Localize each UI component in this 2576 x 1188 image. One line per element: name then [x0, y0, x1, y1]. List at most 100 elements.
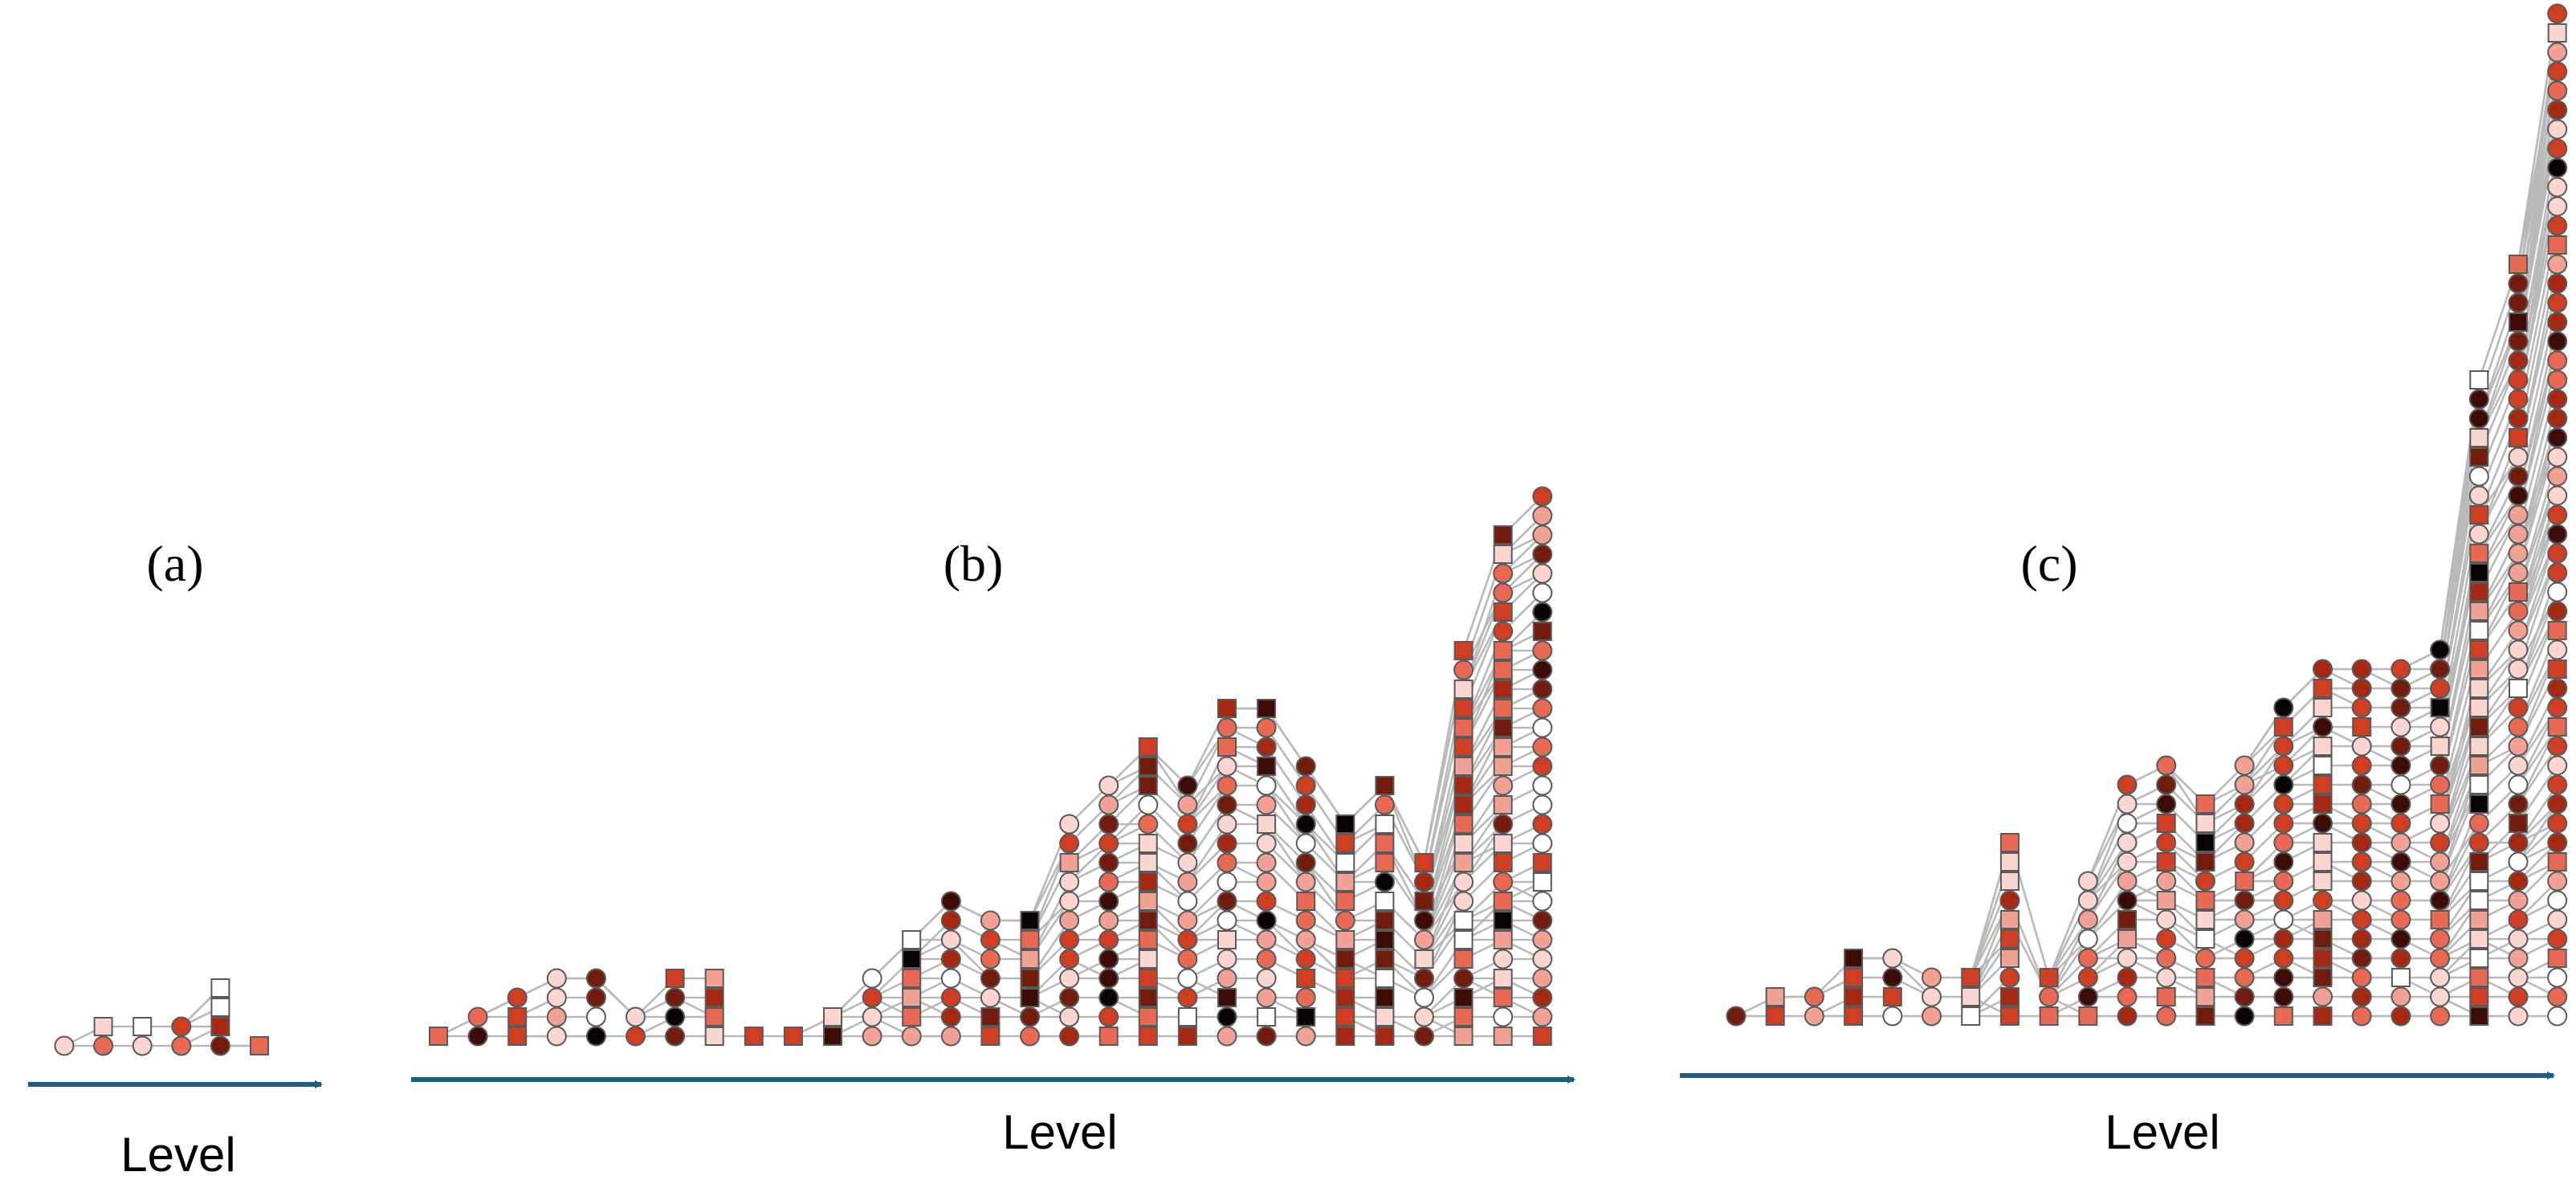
circle-node — [2273, 948, 2294, 969]
circle-node — [1882, 967, 1903, 988]
circle-node — [2430, 755, 2451, 776]
square-node — [1493, 699, 1513, 718]
square-node — [2313, 698, 2333, 717]
square-node — [1532, 1027, 1552, 1046]
square-node — [1999, 929, 2020, 949]
graph-edge — [2517, 745, 2558, 805]
circle-node — [1020, 1006, 1040, 1027]
circle-node — [1374, 872, 1395, 892]
square-node — [1375, 949, 1395, 969]
square-node — [1335, 1027, 1355, 1046]
circle-node — [1059, 910, 1080, 931]
square-node — [1257, 757, 1277, 776]
circle-node — [1098, 775, 1119, 796]
circle-node — [1059, 968, 1080, 989]
square-node — [1493, 602, 1513, 622]
square-node — [1138, 930, 1158, 949]
square-node — [2313, 756, 2333, 775]
square-node — [1138, 892, 1158, 911]
circle-node — [980, 929, 1001, 950]
circle-node — [1295, 987, 1316, 1008]
circle-node — [2508, 369, 2529, 390]
circle-node — [2468, 813, 2489, 834]
circle-node — [2430, 929, 2451, 949]
square-node — [2039, 1006, 2059, 1026]
square-node — [2469, 910, 2489, 929]
square-node — [1453, 834, 1473, 853]
square-node — [1138, 969, 1158, 988]
circle-node — [2077, 871, 2098, 892]
circle-node — [2391, 948, 2411, 969]
circle-node — [1138, 814, 1159, 835]
circle-node — [1177, 814, 1198, 835]
square-node — [1375, 1007, 1395, 1027]
square-node — [2195, 891, 2215, 910]
circle-node — [2508, 601, 2529, 622]
circle-node — [171, 1016, 192, 1037]
square-node — [2509, 814, 2528, 833]
circle-node — [1295, 910, 1316, 931]
graph-nodes-b — [429, 486, 1553, 1047]
panel-label-c: (c) — [2020, 535, 2077, 592]
circle-node — [2508, 774, 2529, 795]
square-node — [2547, 659, 2567, 679]
square-node — [132, 1017, 153, 1036]
square-node — [210, 978, 230, 998]
square-node — [1961, 968, 1981, 987]
circle-node — [2430, 871, 2451, 892]
circle-node — [1177, 833, 1198, 854]
square-node — [1999, 949, 2020, 968]
square-node — [1375, 911, 1395, 930]
square-node — [980, 1007, 1001, 1027]
square-node — [1257, 1007, 1277, 1027]
circle-node — [2508, 485, 2529, 506]
square-node — [1257, 814, 1277, 834]
square-node — [429, 1027, 448, 1046]
circle-node — [2508, 331, 2529, 352]
square-node — [2195, 814, 2215, 833]
circle-node — [2391, 851, 2411, 872]
circle-node — [467, 1006, 488, 1027]
circle-node — [1138, 794, 1159, 815]
circle-node — [546, 1026, 567, 1047]
square-node — [1532, 872, 1552, 892]
square-node — [1375, 853, 1395, 872]
square-node — [783, 1027, 803, 1046]
circle-node — [2234, 851, 2255, 872]
square-node — [2156, 891, 2176, 910]
circle-node — [1493, 1006, 1514, 1027]
circle-node — [171, 1035, 192, 1056]
circle-node — [2234, 1006, 2255, 1027]
circle-node — [626, 1026, 646, 1047]
circle-node — [2547, 177, 2568, 198]
square-node — [1493, 525, 1513, 545]
circle-node — [2273, 813, 2294, 834]
circle-node — [2508, 716, 2529, 737]
circle-node — [2234, 774, 2255, 795]
square-node — [1453, 853, 1473, 872]
square-node — [2509, 428, 2528, 447]
circle-node — [1532, 679, 1553, 700]
square-node — [2195, 910, 2215, 929]
circle-node — [1059, 833, 1080, 854]
square-node — [1020, 930, 1040, 949]
circle-node — [2547, 273, 2568, 294]
graph-edge — [1186, 785, 1229, 844]
square-node — [210, 1017, 230, 1036]
square-node — [1217, 930, 1237, 949]
circle-node — [2468, 466, 2489, 487]
square-node — [1453, 795, 1473, 814]
square-node — [2313, 910, 2333, 929]
circle-node — [2547, 447, 2568, 467]
graph-edge — [2087, 861, 2129, 921]
square-node — [2547, 717, 2567, 737]
square-node — [1335, 853, 1355, 872]
circle-node — [2547, 157, 2568, 178]
circle-node — [2234, 929, 2255, 949]
circle-node — [585, 1026, 606, 1047]
circle-node — [2547, 909, 2568, 930]
square-node — [1493, 757, 1513, 776]
square-node — [1296, 969, 1316, 988]
circle-node — [1217, 775, 1237, 796]
circle-node — [2508, 755, 2529, 776]
